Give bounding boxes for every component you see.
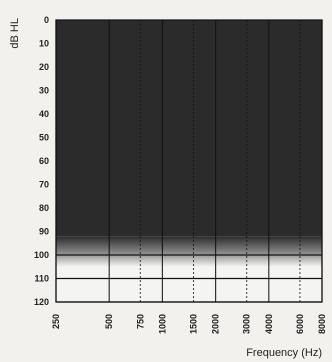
x-tick-label: 2000 [211, 314, 221, 334]
y-tick-label: 100 [34, 250, 49, 260]
y-tick-label: 60 [39, 156, 49, 166]
x-tick-label: 750 [135, 314, 145, 329]
x-tick-label: 4000 [264, 314, 274, 334]
light-region [56, 266, 322, 302]
x-axis-title: Frequency (Hz) [246, 347, 322, 359]
x-tick-label: 6000 [295, 314, 305, 334]
x-tick-label: 250 [51, 314, 61, 329]
y-tick-label: 110 [34, 274, 49, 284]
y-tick-label: 70 [39, 180, 49, 190]
x-tick-label: 500 [104, 314, 114, 329]
x-tick-label: 1500 [189, 314, 199, 334]
fade-region [56, 236, 322, 267]
y-tick-label: 10 [39, 39, 49, 49]
y-tick-label: 120 [34, 297, 49, 307]
y-tick-label: 90 [39, 227, 49, 237]
y-tick-label: 20 [39, 62, 49, 72]
x-tick-label: 8000 [317, 314, 327, 334]
y-tick-label: 30 [39, 86, 49, 96]
plot-border [55, 19, 323, 303]
x-tick-label: 1000 [157, 314, 167, 334]
y-tick-label: 80 [39, 203, 49, 213]
dark-region [56, 20, 322, 237]
y-tick-label: 0 [44, 15, 49, 25]
y-tick-label: 50 [39, 133, 49, 143]
y-axis-title: dB HL [9, 18, 21, 49]
y-tick-label: 40 [39, 109, 49, 119]
x-tick-label: 3000 [242, 314, 252, 334]
